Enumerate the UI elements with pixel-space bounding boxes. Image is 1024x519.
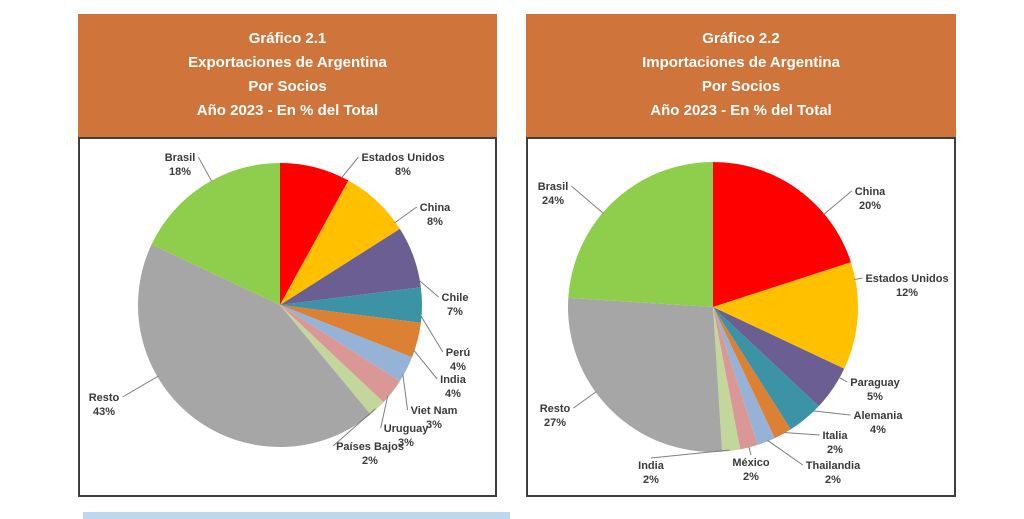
label-leader-line	[413, 349, 438, 380]
label-leader-line	[418, 279, 439, 298]
chart-header-importaciones: Gráfico 2.2 Importaciones de Argentina P…	[526, 14, 956, 137]
pie-slice-india	[280, 305, 421, 358]
pie-slice-china	[713, 162, 851, 307]
label-leader-line	[573, 391, 597, 409]
slice-label-peru: Perú 4%	[446, 347, 470, 373]
label-leader-line	[122, 375, 159, 398]
pie-slice-resto	[568, 297, 723, 452]
pie-slice-italia	[713, 307, 791, 439]
label-leader-line	[838, 376, 848, 383]
label-leader-line	[650, 449, 730, 459]
slice-label-brasil: Brasil 18%	[165, 152, 196, 178]
chart-title-line: Importaciones de Argentina	[642, 54, 840, 71]
pie-slice-india	[713, 307, 741, 452]
label-leader-line	[812, 410, 851, 416]
pie-slice-estados-unidos	[713, 262, 858, 369]
chart-title-line: Por Socios	[701, 78, 781, 95]
chart-panel-exportaciones: Gráfico 2.1 Exportaciones de Argentina P…	[78, 14, 497, 497]
label-leader-line	[340, 156, 359, 179]
slice-label-pai-ses-bajos: Países Bajos 2%	[336, 441, 404, 467]
highlight-strip	[83, 512, 510, 519]
slice-label-resto: Resto 43%	[89, 392, 120, 418]
importaciones-pie-svg: China 20% Estados Unidos 12% Paraguay 5% Alema…	[538, 162, 949, 486]
chart-title-line: Año 2023 - En % del Total	[650, 102, 832, 119]
slice-label-estados-unidos: Estados Unidos 8%	[361, 152, 444, 178]
label-leader-line	[332, 408, 376, 447]
label-leader-line	[197, 156, 213, 182]
slice-label-estados-unidos: Estados Unidos 12%	[865, 273, 948, 299]
pie-chart-importaciones: China 20% Estados Unidos 12% Paraguay 5% Alema…	[526, 137, 956, 497]
pie-slice-peru	[280, 287, 423, 323]
exportaciones-pie-svg: Estados Unidos 8% China 8% Chile 7% Perú 4%Indi…	[89, 152, 471, 467]
label-leader-line	[380, 395, 389, 429]
label-leader-line	[854, 277, 863, 281]
pie-slice-uruguay	[280, 305, 400, 403]
label-leader-line	[570, 185, 604, 214]
slice-label-resto: Resto 27%	[540, 403, 571, 429]
slice-label-alemania: Alemania 4%	[854, 410, 904, 436]
label-leader-line	[783, 431, 820, 436]
label-leader-line	[748, 446, 752, 456]
chart-title-line: Año 2023 - En % del Total	[196, 102, 379, 119]
pie-slice-china	[280, 180, 400, 305]
pie-chart-exportaciones: Estados Unidos 8% China 8% Chile 7% Perú 4% Indi…	[78, 137, 497, 497]
label-leader-line	[402, 374, 409, 411]
label-leader-line	[823, 190, 853, 216]
pie-slice-paraguay	[713, 307, 845, 407]
chart-title-line: Gráfico 2.2	[702, 30, 780, 47]
label-leader-line	[420, 315, 444, 353]
pie-slice-brasil	[568, 162, 713, 307]
pie-slice-alemania	[713, 307, 819, 430]
pie-slice-thailandia	[713, 307, 775, 445]
slice-label-china: China 20%	[855, 186, 886, 212]
slice-label-india: India 2%	[638, 460, 665, 486]
pie-slice-viet-nam	[280, 305, 413, 382]
slice-label-china: China 8%	[420, 202, 451, 228]
pie-slice-estados-unidos	[280, 163, 349, 305]
pie-slice-pai-ses-bajos	[280, 305, 384, 415]
chart-panel-importaciones: Gráfico 2.2 Importaciones de Argentina P…	[526, 14, 956, 497]
slice-label-brasil: Brasil 24%	[538, 181, 569, 207]
chart-header-exportaciones: Gráfico 2.1 Exportaciones de Argentina P…	[78, 14, 497, 137]
pie-slice-chile	[280, 228, 421, 305]
slice-label-italia: Italia 2%	[822, 430, 848, 456]
slice-label-chile: Chile 7%	[442, 292, 469, 318]
slice-label-paraguay: Paraguay 5%	[850, 377, 900, 403]
label-leader-line	[767, 439, 804, 466]
label-leader-line	[394, 206, 418, 224]
chart-title-line: Exportaciones de Argentina	[188, 54, 387, 71]
slice-label-india: India 4%	[440, 374, 467, 400]
pie-slice-resto	[137, 244, 371, 447]
chart-title-line: Por Socios	[248, 78, 327, 95]
pie-slice-me-xico	[713, 307, 758, 450]
slice-label-thailandia: Thailandia 2%	[806, 460, 861, 486]
chart-title-line: Gráfico 2.1	[248, 30, 327, 47]
slice-label-uruguay: Uruguay 3%	[384, 423, 430, 449]
slice-label-viet-nam: Viet Nam 3%	[411, 405, 458, 431]
pie-slice-brasil	[151, 163, 280, 305]
slice-label-me-xico: México 2%	[732, 457, 770, 483]
